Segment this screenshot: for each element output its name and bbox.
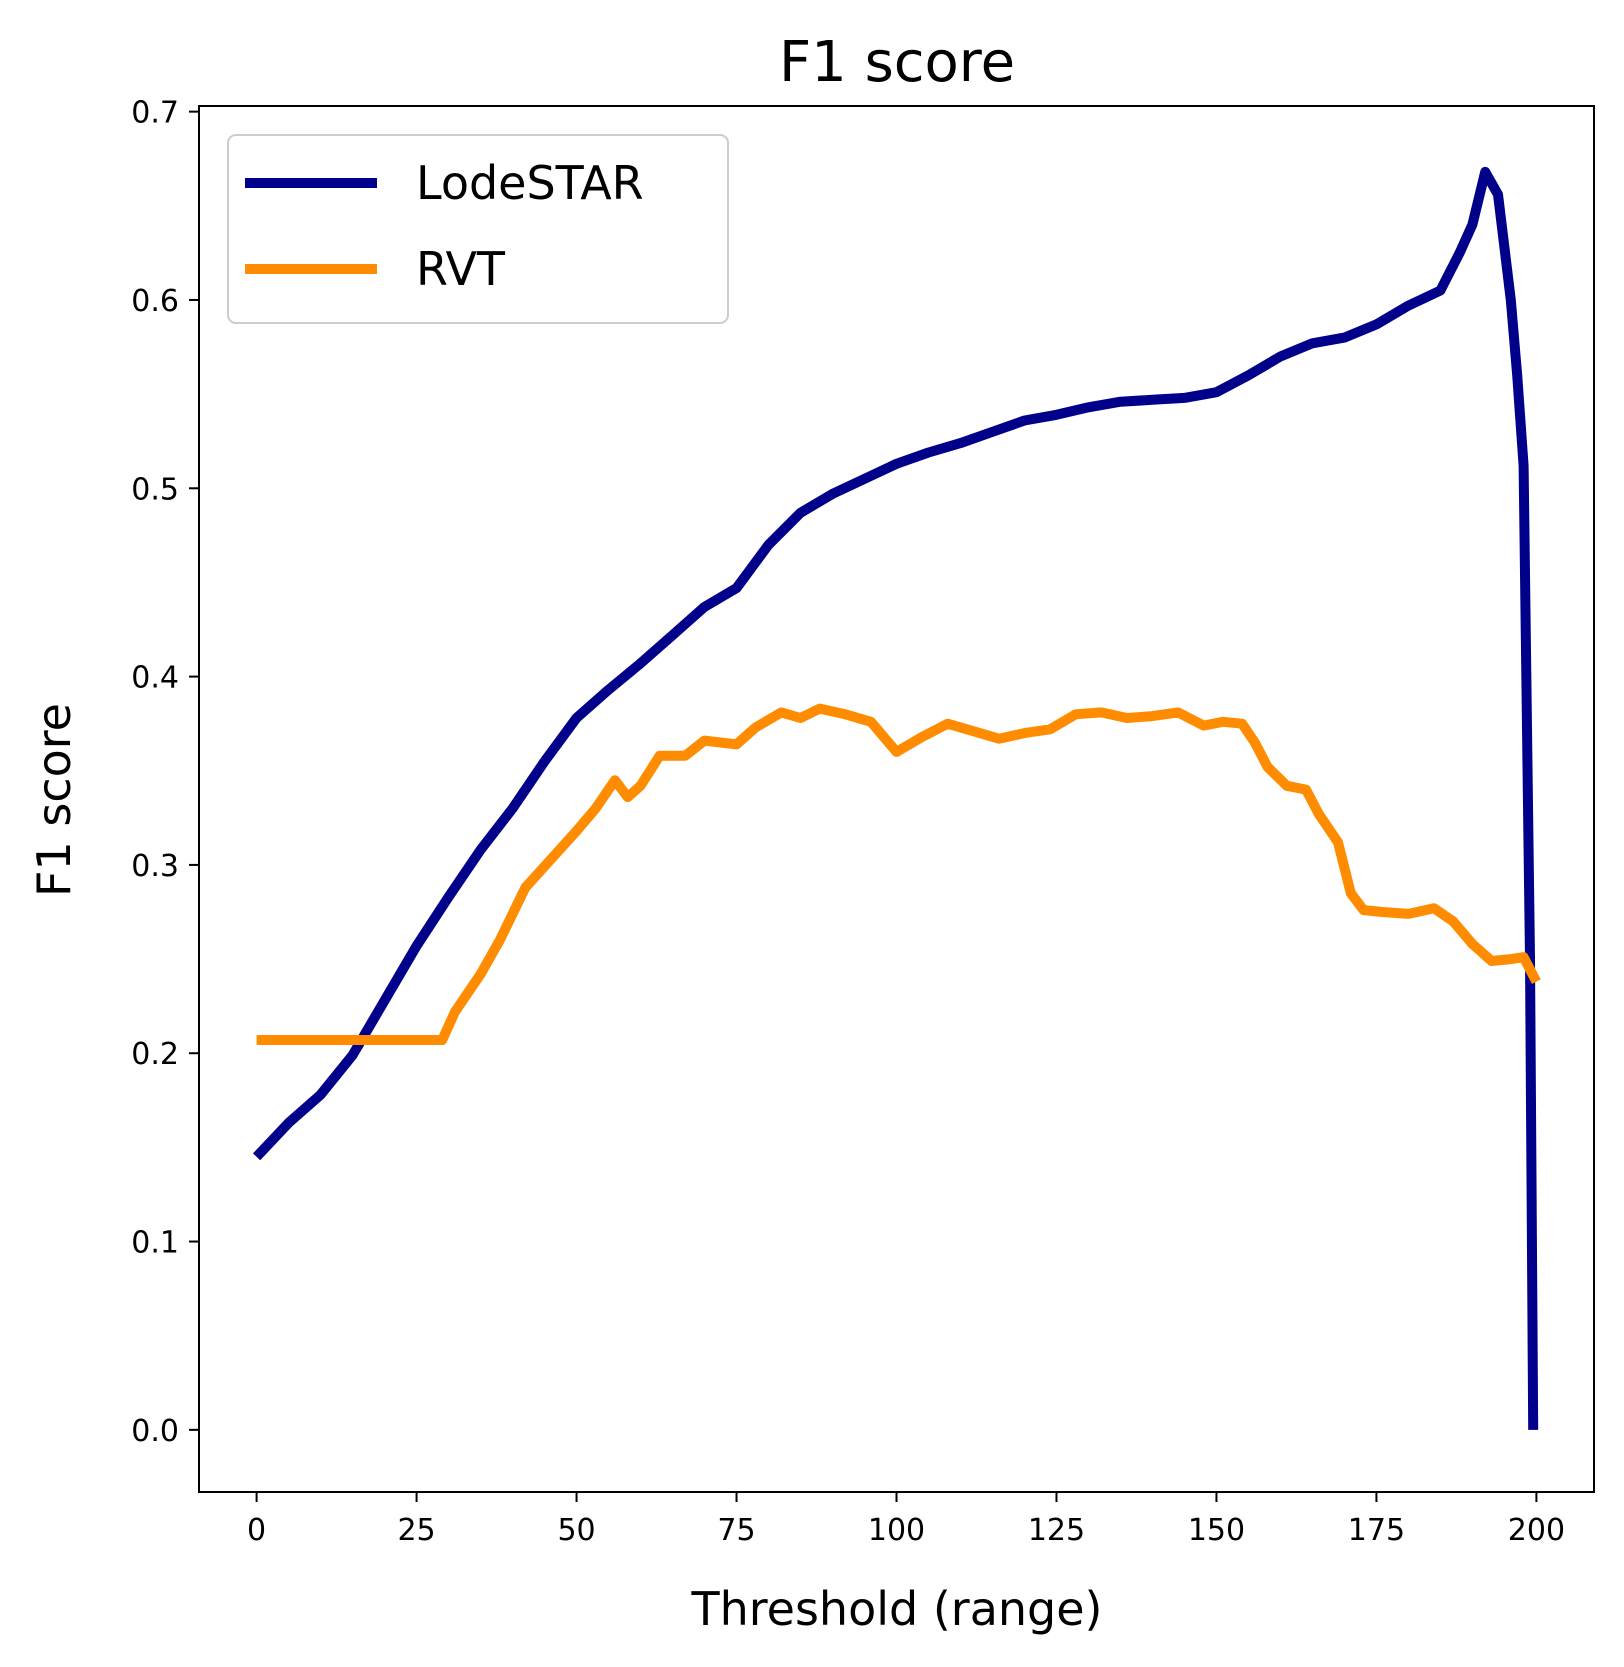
x-tick-label: 125 [1028, 1513, 1085, 1548]
x-axis-label: Threshold (range) [691, 1582, 1103, 1636]
legend: LodeSTAR RVT [227, 134, 729, 324]
y-tick-label: 0.6 [131, 284, 179, 319]
legend-label-lodestar: LodeSTAR [416, 156, 644, 210]
y-axis-label: F1 score [27, 703, 81, 897]
chart-title: F1 score [779, 30, 1015, 95]
y-tick-label: 0.4 [131, 661, 179, 696]
legend-label-rvt: RVT [416, 242, 506, 296]
x-tick-label: 75 [717, 1513, 755, 1548]
x-tick-label: 50 [557, 1513, 595, 1548]
x-tick-label: 150 [1188, 1513, 1245, 1548]
y-axis: 0.0 0.1 0.2 0.3 0.4 0.5 0.6 0.7 [131, 96, 199, 1449]
y-tick-label: 0.5 [131, 472, 179, 507]
x-tick-label: 175 [1348, 1513, 1405, 1548]
plot-area [252, 166, 1541, 1430]
y-tick-label: 0.0 [131, 1414, 179, 1449]
x-tick-label: 25 [397, 1513, 435, 1548]
y-tick-label: 0.3 [131, 849, 179, 884]
x-tick-label: 0 [247, 1513, 266, 1548]
x-tick-label: 100 [868, 1513, 925, 1548]
y-tick-label: 0.7 [131, 96, 179, 131]
y-tick-label: 0.2 [131, 1037, 179, 1072]
y-tick-label: 0.1 [131, 1226, 179, 1261]
x-axis: 0 25 50 75 100 125 150 175 200 [247, 1492, 1565, 1548]
series-line-rvt [256, 703, 1541, 1045]
x-tick-label: 200 [1508, 1513, 1565, 1548]
series-line-lodestar [252, 166, 1539, 1430]
